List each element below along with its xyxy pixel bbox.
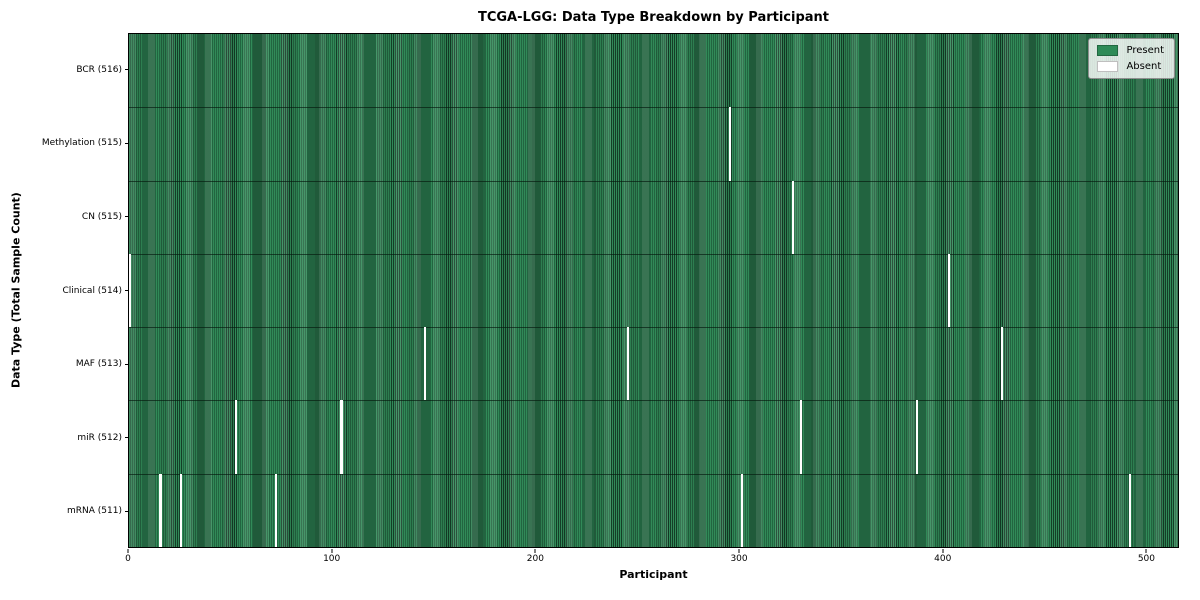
chart-title: TCGA-LGG: Data Type Breakdown by Partici… — [477, 10, 830, 25]
y-axis-cell: Methylation (515) — [0, 107, 129, 181]
x-tick-mark — [942, 549, 944, 553]
x-tick-label: 500 — [1137, 554, 1155, 564]
y-axis-cell: MAF (513) — [0, 327, 129, 401]
heatmap-row-maf — [129, 327, 1178, 401]
absent-gap — [791, 180, 794, 254]
x-tick-mark — [738, 549, 740, 553]
x-axis-title: Participant — [619, 568, 688, 581]
y-tick-label: CN (515) — [81, 211, 122, 222]
x-tick-label: 200 — [526, 554, 544, 564]
x-tick-label: 400 — [934, 554, 952, 564]
heatmap-rows — [129, 34, 1178, 547]
y-tick-mark — [125, 142, 129, 144]
x-axis: 0 100 200 300 400 500 — [125, 549, 1179, 571]
y-tick-mark — [125, 290, 129, 292]
legend-label-present: Present — [1126, 45, 1164, 56]
absent-gap — [129, 253, 132, 328]
legend: Present Absent — [1088, 38, 1175, 79]
legend-swatch-absent — [1097, 61, 1119, 72]
y-tick-mark — [125, 216, 129, 218]
x-tick-mark — [534, 549, 536, 553]
x-tick-label: 300 — [730, 554, 748, 564]
heatmap-row-clinical — [129, 253, 1178, 328]
y-tick-label: BCR (516) — [76, 64, 122, 75]
plot-area: Present Absent — [128, 33, 1179, 548]
y-tick-mark — [125, 69, 129, 71]
absent-gap — [799, 400, 802, 474]
y-axis-cell: Clinical (514) — [0, 254, 129, 328]
x-tick-mark — [331, 549, 333, 553]
y-axis-cell: mRNA (511) — [0, 474, 129, 548]
absent-gap — [275, 473, 278, 547]
heatmap-row-mrna — [129, 473, 1178, 547]
absent-gap — [1001, 327, 1004, 401]
x-tick-label: 100 — [323, 554, 341, 564]
y-tick-label: MAF (513) — [75, 359, 122, 370]
legend-label-absent: Absent — [1126, 61, 1162, 72]
x-tick-label: 0 — [125, 554, 131, 564]
heatmap-row-cn — [129, 180, 1178, 254]
absent-gap — [234, 400, 237, 474]
y-axis-cell: miR (512) — [0, 401, 129, 475]
absent-gap — [627, 327, 630, 401]
y-tick-label: mRNA (511) — [67, 506, 122, 517]
heatmap-row-methylation — [129, 107, 1178, 181]
y-axis: BCR (516) Methylation (515) CN (515) Clinic… — [0, 33, 129, 548]
absent-gap — [915, 400, 918, 474]
legend-swatch-present — [1097, 45, 1119, 56]
absent-gap — [1129, 473, 1132, 547]
absent-gap — [948, 253, 951, 328]
y-axis-cell: BCR (516) — [0, 33, 129, 107]
legend-item-absent: Absent — [1097, 61, 1164, 72]
absent-gap — [159, 473, 162, 547]
y-tick-label: Clinical (514) — [62, 285, 122, 296]
x-tick-mark — [127, 549, 129, 553]
y-tick-label: Methylation (515) — [41, 138, 122, 149]
heatmap-row-mir — [129, 400, 1178, 474]
x-tick-mark — [1145, 549, 1147, 553]
absent-gap — [423, 327, 426, 401]
absent-gap — [340, 400, 343, 474]
y-tick-mark — [125, 363, 129, 365]
absent-gap — [728, 107, 731, 181]
y-axis-cell: CN (515) — [0, 180, 129, 254]
legend-item-present: Present — [1097, 45, 1164, 56]
y-tick-mark — [125, 437, 129, 439]
absent-gap — [179, 473, 182, 547]
absent-gap — [740, 473, 743, 547]
y-tick-mark — [125, 510, 129, 512]
y-tick-label: miR (512) — [77, 432, 122, 443]
heatmap-row-bcr — [129, 34, 1178, 108]
